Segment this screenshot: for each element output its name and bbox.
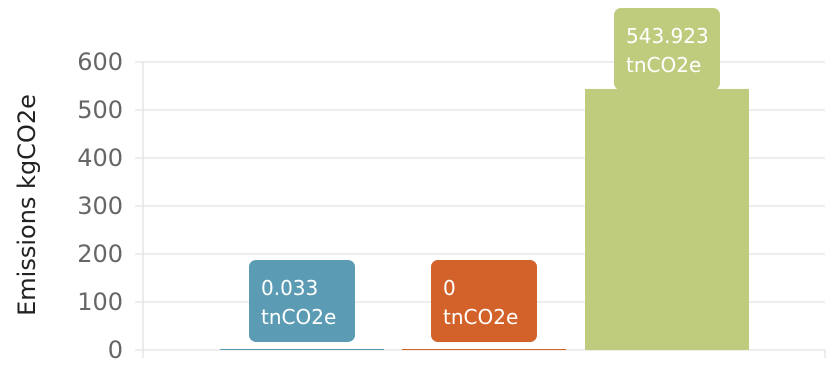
y-tick-label: 600 — [77, 48, 123, 76]
data-label-unit: tnCO2e — [443, 305, 518, 329]
y-tick-label: 500 — [77, 96, 123, 124]
data-label-unit: tnCO2e — [261, 305, 336, 329]
data-label-box-2 — [614, 8, 720, 90]
bar-0 — [220, 349, 384, 350]
bar-2 — [585, 88, 749, 350]
data-label-value: 543.923 — [626, 24, 709, 48]
y-axis-label: Emissions kgCO2e — [13, 94, 41, 316]
bars — [220, 88, 749, 350]
axes: 0 100 200 300 400 500 600 — [77, 48, 826, 364]
y-tick-label: 200 — [77, 240, 123, 268]
data-label-value: 0.033 — [261, 276, 318, 300]
y-tick-label: 400 — [77, 144, 123, 172]
data-labels: 0.033 tnCO2e 0 tnCO2e 543.923 tnCO2e — [249, 8, 720, 342]
data-label-box-1 — [431, 260, 537, 342]
y-tick-label: 100 — [77, 288, 123, 316]
bar-1 — [402, 349, 566, 350]
data-label-value: 0 — [443, 276, 456, 300]
data-label-unit: tnCO2e — [626, 53, 701, 77]
data-label-box-0 — [249, 259, 355, 342]
y-tick-label: 0 — [108, 336, 123, 364]
y-tick-label: 300 — [77, 192, 123, 220]
